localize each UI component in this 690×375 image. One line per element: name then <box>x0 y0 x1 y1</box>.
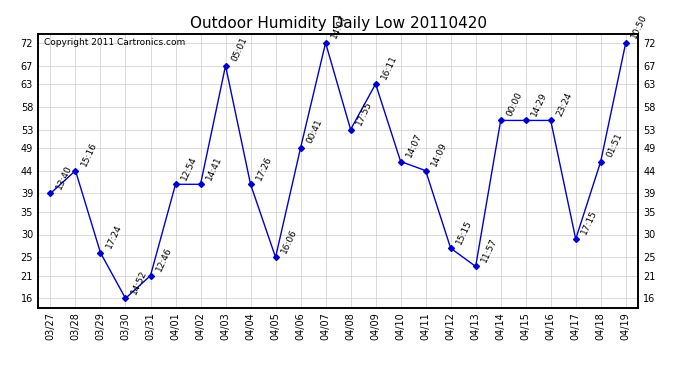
Text: 05:01: 05:01 <box>230 36 249 63</box>
Text: 23:24: 23:24 <box>555 91 574 118</box>
Text: 17:55: 17:55 <box>355 99 374 127</box>
Text: 14:07: 14:07 <box>405 132 424 159</box>
Text: 00:00: 00:00 <box>505 90 524 118</box>
Text: 17:24: 17:24 <box>105 223 124 250</box>
Text: 15:15: 15:15 <box>455 218 474 245</box>
Text: 14:09: 14:09 <box>430 141 449 168</box>
Text: 17:15: 17:15 <box>580 209 599 236</box>
Text: 00:41: 00:41 <box>305 118 324 145</box>
Text: 14:29: 14:29 <box>530 91 549 118</box>
Text: 16:06: 16:06 <box>279 227 299 255</box>
Text: 01:51: 01:51 <box>605 132 624 159</box>
Text: Copyright 2011 Cartronics.com: Copyright 2011 Cartronics.com <box>44 38 185 47</box>
Text: 14:52: 14:52 <box>130 268 148 296</box>
Text: 16:11: 16:11 <box>380 54 399 81</box>
Text: 10:50: 10:50 <box>630 13 649 40</box>
Text: 13:40: 13:40 <box>55 164 74 190</box>
Text: 14:07: 14:07 <box>330 13 349 40</box>
Title: Outdoor Humidity Daily Low 20110420: Outdoor Humidity Daily Low 20110420 <box>190 16 486 31</box>
Text: 12:54: 12:54 <box>179 154 199 182</box>
Text: 17:26: 17:26 <box>255 154 274 182</box>
Text: 12:46: 12:46 <box>155 246 174 273</box>
Text: 11:57: 11:57 <box>480 236 499 264</box>
Text: 14:41: 14:41 <box>205 154 224 182</box>
Text: 15:16: 15:16 <box>79 141 99 168</box>
